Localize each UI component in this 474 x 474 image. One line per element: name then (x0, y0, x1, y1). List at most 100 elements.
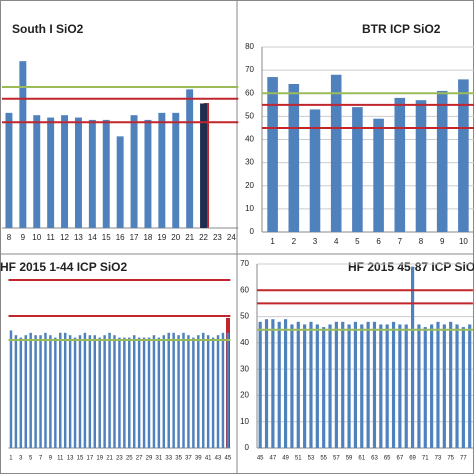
x-tick-label: 43 (215, 456, 222, 462)
bar (360, 324, 364, 448)
bar (49, 335, 52, 448)
bar (221, 332, 225, 448)
x-tick-label: 6 (376, 237, 381, 246)
bar (172, 332, 175, 448)
bar (68, 335, 72, 448)
bar (461, 327, 465, 448)
bar (322, 327, 326, 448)
x-tick-label: 15 (77, 456, 84, 462)
bar (309, 109, 321, 232)
bar (366, 321, 370, 448)
bar (296, 321, 300, 448)
bar (29, 332, 32, 448)
bar (162, 335, 166, 448)
bar (88, 335, 92, 448)
bar (130, 115, 138, 228)
bar (330, 74, 342, 232)
bar (116, 136, 124, 228)
bar (177, 335, 180, 448)
y-tick-label: 80 (245, 42, 254, 51)
x-tick-label: 22 (199, 233, 208, 242)
x-tick-label: 61 (358, 456, 365, 462)
x-tick-label: 59 (346, 456, 353, 462)
bar (372, 321, 377, 448)
bar (200, 103, 208, 228)
x-tick-label: 23 (213, 233, 222, 242)
x-tick-label: 4 (334, 237, 339, 246)
x-tick-label: 29 (146, 456, 153, 462)
x-tick-label: 20 (171, 233, 180, 242)
x-tick-label: 3 (19, 456, 23, 462)
x-tick-label: 1 (9, 456, 13, 462)
x-tick-label: 11 (57, 456, 64, 462)
bar (264, 319, 269, 448)
x-tick-label: 1 (270, 237, 275, 246)
bar (73, 337, 77, 448)
x-tick-label: 35 (175, 456, 182, 462)
bar (93, 335, 97, 448)
x-tick-label: 47 (270, 456, 277, 462)
bar (19, 337, 23, 448)
bar (202, 332, 205, 448)
bar (341, 321, 345, 448)
y-tick-label: 60 (240, 285, 249, 294)
x-tick-label: 14 (88, 233, 97, 242)
x-tick-label: 51 (295, 456, 302, 462)
bar (267, 77, 278, 232)
bar (34, 335, 37, 448)
y-tick-label: 70 (245, 65, 254, 74)
y-tick-label: 30 (245, 158, 254, 167)
x-tick-label: 41 (205, 456, 212, 462)
bar (192, 337, 195, 448)
x-tick-label: 19 (96, 456, 103, 462)
bar (74, 117, 82, 228)
bar (5, 112, 13, 228)
bar (132, 335, 136, 448)
bar (137, 337, 141, 448)
x-tick-label: 21 (106, 456, 113, 462)
bar (283, 319, 288, 448)
y-tick-label: 40 (245, 135, 254, 144)
y-tick-label: 20 (240, 391, 249, 400)
bar (352, 107, 363, 232)
bar (33, 115, 41, 228)
bar (113, 335, 116, 448)
bar (14, 335, 18, 448)
x-tick-label: 16 (116, 233, 125, 242)
y-tick-label: 20 (245, 181, 254, 190)
chart-title: BTR ICP SiO2 (362, 22, 441, 36)
x-tick-label: 31 (156, 456, 163, 462)
bar (458, 79, 469, 232)
x-tick-label: 75 (447, 456, 454, 462)
bar (391, 321, 396, 448)
bar (303, 324, 307, 448)
x-tick-label: 77 (460, 456, 467, 462)
bar (78, 335, 82, 448)
bar (118, 337, 121, 448)
x-tick-label: 5 (355, 237, 360, 246)
bar (417, 324, 421, 448)
x-tick-label: 57 (333, 456, 340, 462)
x-tick-label: 10 (32, 233, 41, 242)
x-tick-label: 39 (195, 456, 202, 462)
x-tick-label: 13 (67, 456, 74, 462)
bar (353, 321, 358, 448)
bar (436, 90, 448, 232)
x-tick-label: 45 (257, 456, 264, 462)
x-tick-label: 67 (397, 456, 404, 462)
bar (142, 337, 146, 448)
y-tick-label: 60 (245, 88, 254, 97)
bar (226, 332, 230, 448)
x-tick-label: 73 (435, 456, 442, 462)
bar (152, 335, 156, 448)
x-tick-label: 27 (136, 456, 143, 462)
bar (211, 337, 215, 448)
bar (430, 324, 434, 448)
bar (187, 335, 190, 448)
bar (103, 335, 106, 448)
x-tick-label: 2 (292, 237, 297, 246)
y-tick-label: 40 (240, 338, 249, 347)
bar (455, 324, 459, 448)
x-tick-label: 15 (102, 233, 111, 242)
bar (83, 332, 87, 448)
